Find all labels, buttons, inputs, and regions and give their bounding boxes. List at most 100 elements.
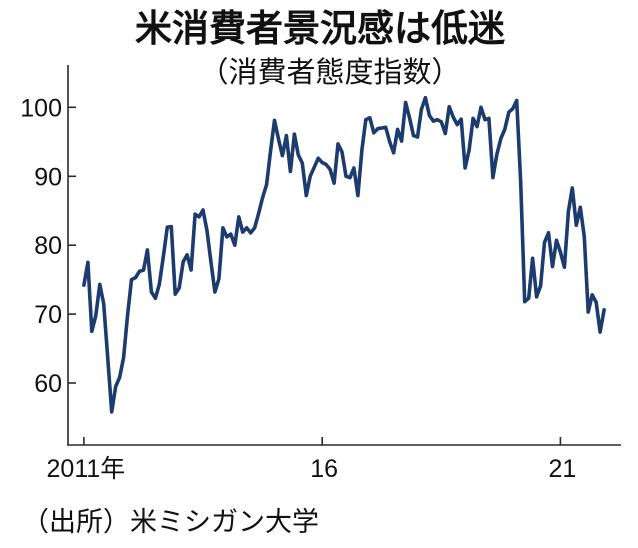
- data-point: [594, 300, 598, 304]
- data-point: [237, 215, 241, 219]
- data-point: [566, 209, 571, 213]
- data-point: [137, 269, 142, 273]
- data-point: [411, 134, 416, 138]
- data-point: [189, 268, 193, 272]
- chart-subtitle: （消費者態度指数）: [199, 56, 460, 89]
- data-point: [145, 248, 149, 252]
- data-point: [463, 166, 467, 170]
- data-point: [280, 154, 284, 158]
- data-point: [487, 116, 491, 120]
- y-tick-label: 100: [20, 94, 62, 122]
- x-tick-label: 16: [310, 455, 338, 483]
- data-point: [193, 212, 197, 216]
- data-point: [344, 174, 348, 178]
- x-tick-label: 21: [548, 455, 576, 483]
- data-point: [324, 162, 328, 167]
- data-point: [388, 140, 392, 144]
- y-tick-label: 70: [34, 301, 62, 329]
- data-point: [225, 235, 229, 239]
- data-point: [86, 260, 90, 264]
- data-point: [558, 250, 563, 254]
- data-point: [229, 232, 233, 236]
- data-point: [447, 105, 451, 109]
- data-point: [427, 114, 431, 118]
- data-point: [352, 166, 356, 170]
- data-point: [499, 136, 503, 140]
- data-point: [431, 119, 435, 123]
- data-point: [523, 300, 527, 304]
- data-point: [241, 230, 245, 234]
- data-point: [312, 165, 316, 169]
- y-axis: 100 90 80 70 60: [20, 65, 76, 445]
- data-point: [519, 180, 523, 185]
- data-point: [253, 226, 257, 230]
- data-point: [439, 120, 443, 124]
- data-point: [459, 117, 463, 121]
- data-point: [296, 153, 300, 157]
- data-point: [400, 139, 404, 143]
- data-point: [527, 296, 531, 300]
- data-point: [539, 284, 543, 288]
- data-point: [161, 255, 165, 259]
- data-point: [542, 240, 547, 244]
- data-point: [185, 253, 189, 257]
- data-point: [455, 123, 459, 127]
- data-point: [300, 161, 304, 165]
- y-tick-label: 60: [34, 370, 62, 398]
- plot-area: [82, 95, 606, 414]
- data-point: [141, 268, 146, 272]
- data-point: [126, 313, 130, 317]
- data-point: [308, 174, 312, 178]
- series-line: [82, 95, 606, 414]
- data-point: [336, 142, 340, 146]
- data-point: [276, 137, 281, 141]
- data-point: [272, 118, 277, 122]
- data-point: [265, 182, 269, 187]
- data-point: [268, 149, 273, 153]
- data-point: [133, 276, 138, 280]
- data-point: [380, 126, 384, 130]
- data-point: [110, 410, 114, 414]
- data-point: [515, 98, 519, 103]
- data-point: [562, 265, 567, 269]
- data-point: [320, 160, 324, 165]
- data-point: [102, 302, 106, 306]
- data-point: [118, 375, 122, 380]
- x-axis: 2011年 16 21: [47, 437, 621, 483]
- chart-title: 米消費者景況感は低迷: [135, 8, 505, 49]
- y-tick-label: 90: [34, 163, 62, 191]
- data-point: [257, 211, 261, 216]
- data-point: [284, 134, 288, 138]
- data-point: [165, 225, 169, 229]
- x-tick-label: 2011年: [47, 455, 126, 483]
- data-point: [511, 107, 515, 111]
- data-point: [328, 167, 332, 171]
- data-point: [435, 118, 439, 122]
- data-point: [372, 131, 376, 135]
- data-point: [574, 223, 578, 227]
- data-point: [316, 156, 320, 160]
- data-point: [451, 115, 455, 119]
- data-point: [479, 105, 483, 109]
- data-point: [177, 286, 181, 290]
- data-point: [415, 135, 420, 139]
- data-point: [384, 125, 388, 129]
- data-point: [546, 231, 551, 235]
- data-point: [598, 330, 602, 334]
- data-point: [570, 186, 574, 190]
- data-point: [467, 148, 471, 152]
- data-point: [98, 282, 102, 286]
- data-point: [213, 290, 217, 294]
- data-point: [368, 116, 372, 120]
- data-point: [201, 208, 205, 212]
- data-point: [360, 148, 364, 152]
- data-point: [586, 310, 590, 314]
- data-point: [443, 131, 447, 136]
- data-point: [419, 107, 423, 111]
- y-axis-ticks: 100 90 80 70 60: [20, 94, 76, 398]
- data-point: [209, 260, 213, 264]
- data-point: [249, 231, 253, 235]
- data-point: [396, 127, 400, 131]
- data-point: [169, 225, 173, 229]
